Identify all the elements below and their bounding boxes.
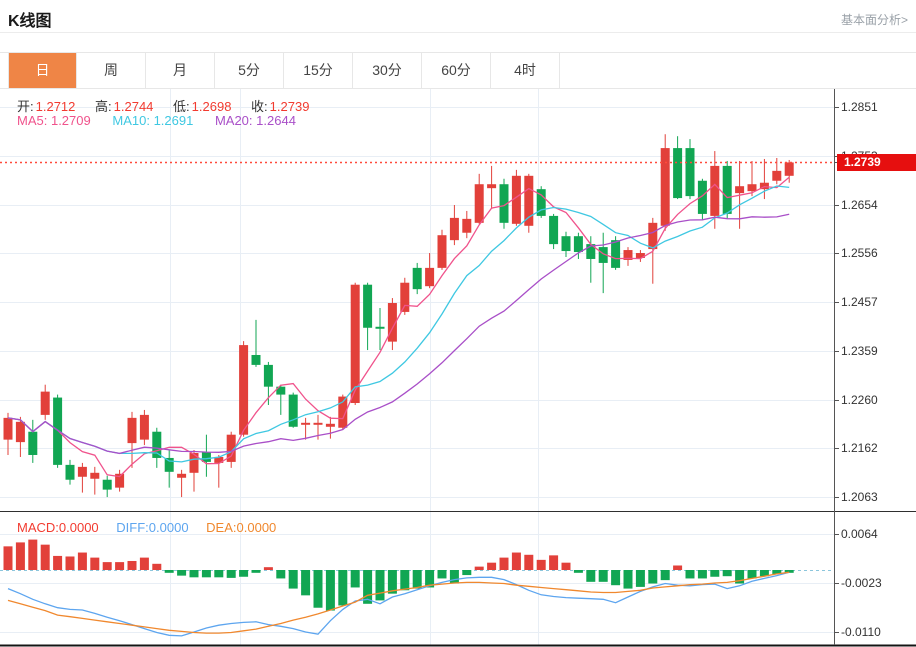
tab-5min[interactable]: 5分: [215, 53, 284, 88]
macd-axis-label: -0.0110: [841, 624, 881, 639]
price-axis-label: 1.2063: [841, 490, 878, 505]
price-axis-label: 1.2260: [841, 392, 878, 407]
ma10-line: [7, 185, 790, 463]
macd-value: MACD:0.0000: [17, 520, 99, 535]
ohlc-legend: 开: 1.2712 高: 1.2744 低: 1.2698 收: 1.2739: [17, 96, 325, 115]
candlestick-series: [3, 134, 794, 498]
tab-month[interactable]: 月: [146, 53, 215, 88]
ma5-line: [7, 176, 790, 478]
price-axis-label: 1.2851: [841, 100, 878, 114]
diff-value: DIFF:0.0000: [116, 520, 189, 535]
tab-4hour[interactable]: 4时: [491, 53, 560, 88]
period-tabbar: 日 周 月 5分 15分 30分 60分 4时: [0, 52, 916, 89]
close-value: 收: 1.2739: [251, 99, 310, 114]
diff-line: [7, 571, 790, 637]
price-axis-label: 1.2162: [841, 441, 878, 456]
price-axis-label: 1.2457: [841, 295, 878, 310]
low-value: 低: 1.2698: [173, 99, 232, 114]
page-title: K线图: [8, 13, 52, 30]
ma10-legend: MA10: 1.2691: [112, 113, 194, 128]
price-axis-label: 1.2654: [841, 197, 878, 212]
macd-axis-label: -0.0023: [841, 575, 882, 590]
title-divider: [0, 32, 916, 33]
price-axis-label: 1.2556: [841, 246, 878, 261]
fundamental-analysis-link[interactable]: 基本面分析>: [840, 13, 908, 27]
tab-week[interactable]: 周: [77, 53, 146, 88]
current-price-tag: 1.2739: [837, 154, 916, 171]
macd-axis-label: 0.0064: [841, 526, 878, 541]
high-value: 高: 1.2744: [95, 99, 154, 114]
price-axis-label: 1.2359: [841, 343, 878, 358]
dea-line: [7, 571, 790, 634]
ma20-legend: MA20: 1.2644: [214, 113, 296, 128]
tab-15min[interactable]: 15分: [284, 53, 353, 88]
tab-day[interactable]: 日: [8, 53, 77, 88]
ma-legend: MA5: 1.2709 MA10: 1.2691 MA20: 1.2644: [17, 113, 314, 128]
macd-histogram: [3, 539, 794, 611]
gridlines: [0, 89, 834, 645]
ma5-legend: MA5: 1.2709: [17, 113, 91, 128]
dea-value: DEA:0.0000: [206, 520, 277, 535]
ma20-line: [7, 213, 790, 455]
tab-60min[interactable]: 60分: [422, 53, 491, 88]
tab-30min[interactable]: 30分: [353, 53, 422, 88]
open-value: 开: 1.2712: [17, 99, 76, 114]
macd-legend: MACD:0.0000 DIFF:0.0000 DEA:0.0000: [17, 520, 290, 535]
